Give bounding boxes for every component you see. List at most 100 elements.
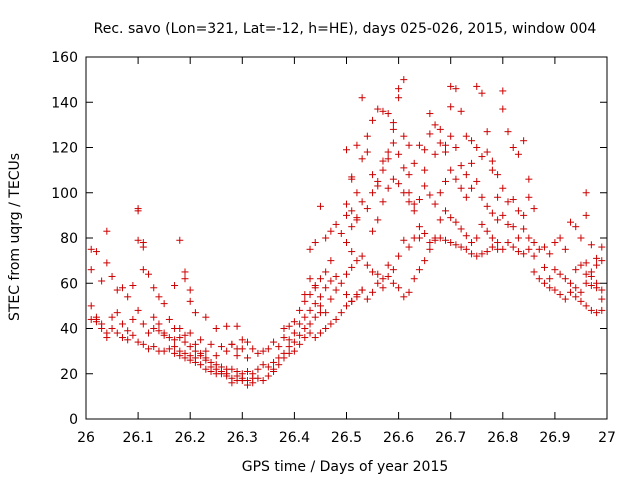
x-tick-label: 26.1 <box>123 430 154 446</box>
data-point <box>171 325 179 332</box>
data-point <box>285 343 293 351</box>
data-point <box>415 141 423 149</box>
data-point <box>452 144 460 151</box>
x-tick-label: 26 <box>77 430 95 446</box>
data-point <box>587 282 595 290</box>
x-tick-label: 26.6 <box>383 430 414 446</box>
data-point <box>540 243 548 251</box>
data-point <box>567 288 575 296</box>
data-point <box>405 288 413 296</box>
data-point <box>108 313 116 321</box>
data-point <box>551 266 559 274</box>
data-point <box>520 225 528 233</box>
axes: 26 26.1 26.2 26.3 26.4 26.5 26.6 26.7 26.8 26.9 27… <box>51 50 616 446</box>
data-point <box>530 268 538 276</box>
data-point <box>87 302 95 310</box>
data-point <box>322 284 330 292</box>
data-point <box>478 193 486 201</box>
data-point <box>311 334 319 342</box>
data-point <box>197 361 205 369</box>
data-point <box>363 205 371 213</box>
data-point <box>207 363 215 371</box>
data-point <box>233 322 241 330</box>
data-point <box>155 327 163 335</box>
x-tick-label: 26.7 <box>435 430 466 446</box>
data-point <box>249 345 257 353</box>
data-point <box>244 367 252 375</box>
data-point <box>254 349 262 357</box>
data-point <box>582 259 590 267</box>
data-point <box>457 225 465 233</box>
data-point <box>259 377 267 385</box>
data-point <box>191 347 199 355</box>
data-point <box>134 207 142 215</box>
data-point <box>441 236 449 244</box>
data-point <box>587 306 595 314</box>
data-point <box>410 207 418 215</box>
data-point <box>139 320 147 328</box>
data-point <box>462 132 470 140</box>
data-point <box>561 245 569 253</box>
data-point <box>191 354 199 362</box>
data-point <box>353 189 361 197</box>
y-axis-label: STEC from uqrg / TECUs <box>7 153 23 321</box>
data-point <box>514 234 522 242</box>
data-point <box>504 128 512 136</box>
data-point <box>530 205 538 213</box>
data-point <box>343 200 350 208</box>
data-point <box>395 85 403 93</box>
y-tick-label: 0 <box>69 412 78 428</box>
data-point <box>572 223 580 231</box>
data-point <box>436 139 444 147</box>
data-point <box>363 148 371 156</box>
data-point <box>395 94 403 102</box>
data-point <box>488 209 496 217</box>
data-point <box>108 325 116 332</box>
data-point <box>410 159 418 167</box>
data-point <box>264 345 272 353</box>
data-point <box>165 315 173 323</box>
data-point <box>499 211 507 219</box>
data-point <box>525 175 533 183</box>
data-point <box>410 200 418 208</box>
data-point <box>139 243 147 251</box>
data-point <box>598 306 606 314</box>
data-point <box>113 329 121 337</box>
data-point <box>577 261 585 269</box>
data-point <box>238 370 246 378</box>
data-point <box>582 302 590 310</box>
data-point <box>103 227 111 235</box>
data-point <box>441 207 449 215</box>
data-point <box>520 250 528 258</box>
data-point <box>389 279 397 287</box>
data-point <box>343 211 350 219</box>
data-point <box>343 239 350 247</box>
data-point <box>598 286 606 294</box>
data-point <box>405 141 413 149</box>
data-point <box>504 239 512 247</box>
data-point <box>525 245 533 253</box>
data-point <box>358 252 366 260</box>
data-point <box>572 266 580 274</box>
data-point <box>400 132 408 140</box>
x-tick-label: 26.5 <box>331 430 362 446</box>
data-point <box>124 293 132 301</box>
data-point <box>488 157 496 165</box>
data-point <box>244 338 252 346</box>
y-tick-label: 160 <box>51 50 78 66</box>
data-point <box>415 196 423 204</box>
data-point <box>400 293 408 301</box>
data-point <box>369 171 377 179</box>
data-point <box>348 263 356 271</box>
x-tick-label: 26.2 <box>175 430 206 446</box>
data-point <box>395 252 403 260</box>
data-point <box>181 268 189 276</box>
y-tick-label: 140 <box>51 95 78 111</box>
data-point <box>530 239 538 247</box>
data-point <box>186 343 194 351</box>
data-point <box>181 331 189 339</box>
data-point <box>478 89 486 97</box>
data-point <box>186 329 194 337</box>
data-point <box>431 200 439 208</box>
data-point <box>343 291 350 299</box>
